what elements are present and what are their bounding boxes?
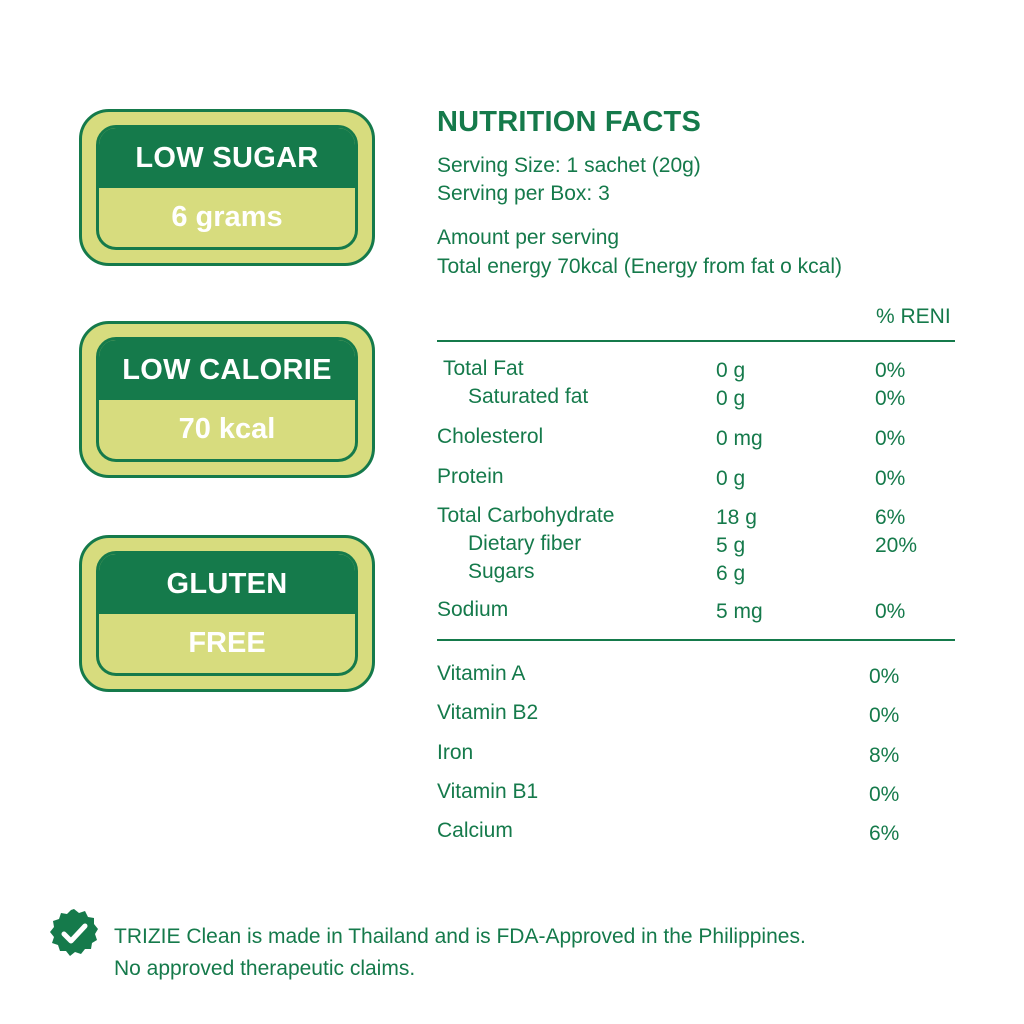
badge-title: GLUTEN: [99, 554, 355, 614]
nutrient-amount: 0 mg: [716, 427, 763, 450]
nutrient-amount: 6 g: [716, 562, 746, 585]
nutrient-amount: 5 mg: [716, 600, 763, 623]
badge-title: LOW CALORIE: [99, 340, 355, 400]
nutrient-reni: 6%: [875, 506, 906, 529]
nutrient-amount: 18 g: [716, 506, 757, 529]
badge-value: 6 grams: [171, 201, 283, 233]
vitamin-name: Vitamin B1: [437, 780, 539, 803]
low-calorie-badge-inner: LOW CALORIE 70 kcal: [96, 337, 358, 462]
nutrient-name: Sodium: [437, 598, 509, 621]
nutrient-amount: 0 g: [716, 359, 746, 382]
table-middle-rule: [437, 639, 955, 641]
vitamin-reni: 0%: [869, 783, 900, 806]
badge-title: LOW SUGAR: [99, 128, 355, 188]
vitamin-name: Vitamin A: [437, 662, 526, 685]
vitamin-name: Calcium: [437, 819, 513, 842]
nutrient-reni: 0%: [875, 427, 906, 450]
vitamin-reni: 0%: [869, 704, 900, 727]
nutrient-name: Dietary fiber: [468, 532, 582, 555]
low-calorie-badge: LOW CALORIE 70 kcal: [79, 321, 375, 478]
nutrient-name: Sugars: [468, 560, 535, 583]
vitamin-name: Iron: [437, 741, 474, 764]
gluten-free-badge: GLUTEN FREE: [79, 535, 375, 692]
nutrient-amount: 0 g: [716, 387, 746, 410]
nutrient-name: Cholesterol: [437, 425, 544, 448]
nutrient-name: Saturated fat: [468, 385, 589, 408]
nutrient-amount: 5 g: [716, 534, 746, 557]
vitamin-reni: 0%: [869, 665, 900, 688]
serving-per-box: Serving per Box: 3: [437, 182, 610, 205]
footer-line-1: TRIZIE Clean is made in Thailand and is …: [114, 925, 806, 948]
gluten-free-badge-inner: GLUTEN FREE: [96, 551, 358, 676]
footer-disclaimer: TRIZIE Clean is made in Thailand and is …: [114, 921, 806, 985]
vitamin-reni: 8%: [869, 744, 900, 767]
low-sugar-badge-inner: LOW SUGAR 6 grams: [96, 125, 358, 250]
serving-size: Serving Size: 1 sachet (20g): [437, 154, 701, 177]
check-badge-icon: [50, 909, 98, 956]
nutrient-reni: 0%: [875, 359, 906, 382]
nutrient-reni: 20%: [875, 534, 918, 557]
reni-column-header: % RENI: [876, 305, 951, 328]
nutrient-amount: 0 g: [716, 467, 746, 490]
footer-line-2: No approved therapeutic claims.: [114, 957, 416, 980]
badge-value: 70 kcal: [178, 413, 276, 445]
vitamin-name: Vitamin B2: [437, 701, 539, 724]
vitamin-reni: 6%: [869, 822, 900, 845]
low-sugar-badge: LOW SUGAR 6 grams: [79, 109, 375, 266]
amount-per-serving: Amount per serving: [437, 226, 620, 249]
nutrition-facts-title: NUTRITION FACTS: [437, 106, 701, 138]
nutrient-reni: 0%: [875, 600, 906, 623]
nutrient-reni: 0%: [875, 387, 906, 410]
table-top-rule: [437, 340, 955, 342]
total-energy: Total energy 70kcal (Energy from fat o k…: [437, 255, 843, 278]
nutrient-name: Total Carbohydrate: [437, 504, 615, 527]
badge-value: FREE: [188, 627, 266, 659]
nutrient-name: Total Fat: [443, 357, 524, 380]
nutrient-name: Protein: [437, 465, 504, 488]
nutrient-reni: 0%: [875, 467, 906, 490]
